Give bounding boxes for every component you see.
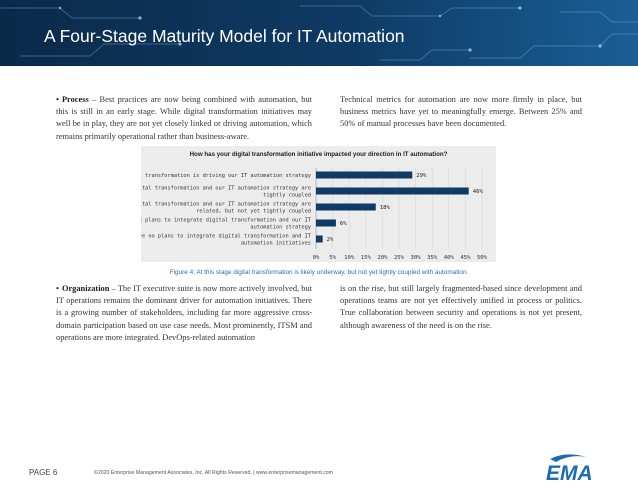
x-tick-label: 20%	[377, 255, 388, 261]
x-tick-label: 40%	[444, 255, 455, 261]
category-label: Digital transformation is driving our IT…	[141, 173, 311, 179]
bar	[316, 187, 469, 195]
organization-paragraph: • Organization – The IT executive suite i…	[56, 283, 312, 344]
organization-continuation-paragraph: is on the rise, but still largely fragme…	[340, 284, 582, 330]
category-label: automation strategy	[250, 225, 311, 231]
data-label: 46%	[473, 189, 484, 195]
ema-logo-icon: EMA	[546, 454, 593, 483]
data-label: 18%	[380, 205, 391, 211]
organization-label: Organization	[61, 284, 110, 293]
bar	[316, 219, 336, 227]
survey-chart: How has your digital transformation init…	[141, 146, 496, 262]
x-tick-label: 45%	[460, 255, 471, 261]
category-label: We have no plans to integrate digital tr…	[141, 234, 312, 240]
x-tick-label: 30%	[411, 255, 422, 261]
page-header: A Four-Stage Maturity Model for IT Autom…	[0, 0, 638, 66]
process-text: – Best practices are now being combined …	[56, 95, 312, 141]
x-tick-label: 25%	[394, 255, 405, 261]
data-label: 6%	[340, 221, 347, 227]
x-tick-label: 0%	[313, 255, 320, 261]
data-label: 2%	[327, 237, 334, 243]
bullet-icon: •	[56, 95, 59, 104]
category-label: Digital transformation and our IT automa…	[141, 202, 311, 208]
organization-text: – The IT executive suite is now more act…	[56, 284, 312, 342]
x-tick-label: 15%	[361, 255, 372, 261]
category-label: We have plans to integrate digital trans…	[141, 218, 312, 224]
x-tick-label: 10%	[344, 255, 355, 261]
circuit-pattern-icon	[0, 5, 638, 61]
bar	[316, 203, 376, 211]
process-paragraph: • Process – Best practices are now being …	[56, 94, 312, 143]
copyright-notice: ©2020 Enterprise Management Associates, …	[94, 470, 334, 476]
data-label: 29%	[416, 173, 427, 179]
bar	[316, 235, 323, 243]
category-label: automation initiatives	[241, 241, 311, 247]
x-tick-label: 35%	[427, 255, 438, 261]
bar-chart-svg: 0% 5% 10% 15% 20% 25% 30% 35% 40% 45% 50% 29% Digita…	[141, 168, 488, 261]
page-title: A Four-Stage Maturity Model for IT Autom…	[44, 26, 405, 46]
page-number: PAGE 6	[29, 468, 58, 477]
figure-caption: Figure 4: At this stage digital transfor…	[169, 269, 469, 276]
bar	[316, 171, 413, 179]
category-label: related, but not yet tightly coupled	[196, 209, 311, 215]
bullet-icon: •	[56, 284, 59, 293]
category-label: Digital transformation and our IT automa…	[141, 186, 311, 192]
process-label: Process	[61, 95, 89, 104]
logo-text: EMA	[546, 462, 593, 483]
x-tick-label: 50%	[477, 255, 488, 261]
chart-title: How has your digital transformation init…	[189, 151, 448, 158]
x-tick-label: 5%	[329, 255, 336, 261]
technical-metrics-paragraph: Technical metrics for automation are now…	[340, 95, 582, 129]
category-label: tightly coupled	[263, 193, 311, 199]
